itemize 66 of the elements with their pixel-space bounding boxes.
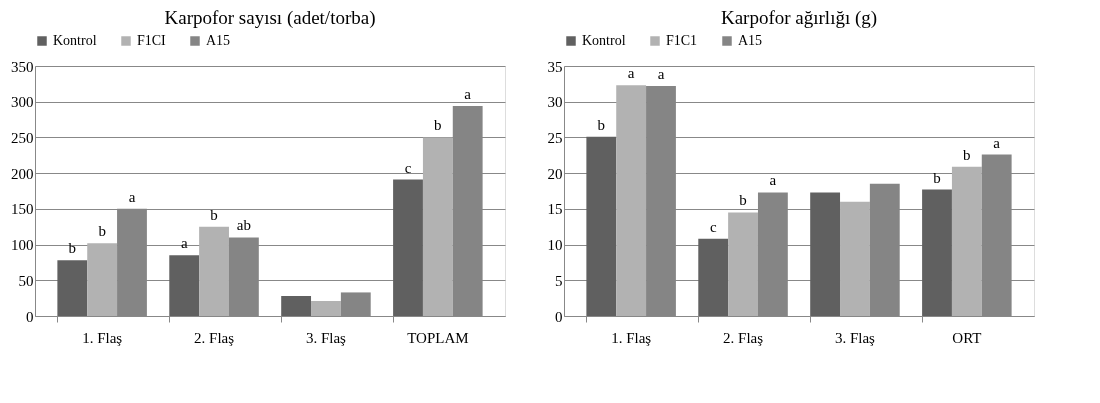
data-label: b [210,206,218,223]
legend-label: Kontrol [582,33,626,48]
y-tick-label: 250 [11,129,34,146]
data-label: c [709,218,717,235]
legend-label: A15 [738,33,763,48]
data-label: ab [236,217,251,234]
y-tick-label: 300 [11,94,34,111]
data-label: b [597,116,606,133]
x-tick-label: 1. Flaş [82,329,123,346]
x-tick-label: 2. Flaş [194,329,235,346]
y-tick-label: 0 [26,308,34,325]
data-label: a [657,66,665,82]
data-label: b [68,240,77,257]
bar [951,166,982,316]
bar [311,301,341,316]
y-tick-label: 50 [18,272,34,289]
bar [840,201,870,316]
y-tick-label: 10 [547,237,563,254]
data-label: b [739,192,747,209]
bar [57,260,88,316]
data-label: b [434,117,442,134]
bar [586,136,617,316]
bar [728,212,758,316]
bar [199,226,229,316]
y-tick-label: 150 [11,201,34,218]
data-label: a [180,235,188,252]
y-tick-label: 35 [547,58,563,75]
legend-label: A15 [206,33,231,48]
y-tick-label: 25 [547,129,563,146]
legend-label: Kontrol [53,33,97,48]
y-tick-label: 200 [11,165,34,182]
data-label: c [404,159,412,176]
y-tick-label: 100 [11,237,34,254]
legend-label: F1C1 [666,33,698,48]
y-tick-label: 350 [11,58,34,75]
data-label: b [933,169,941,186]
bar [87,243,118,316]
y-tick-label: 15 [547,201,563,218]
x-tick-label: 2. Flaş [723,329,764,346]
bar [422,137,453,316]
chart-title: Karpofor ağırlığı (g) [720,7,878,29]
x-tick-label: ORT [952,329,982,346]
data-label: b [98,223,106,240]
bar [281,296,312,316]
y-tick-label: 5 [555,272,563,289]
bar [393,179,423,316]
x-tick-label: 3. Flaş [834,329,876,346]
bar [810,192,841,316]
bar [922,189,952,316]
data-label: a [993,134,1001,151]
chart-title: Karpofor sayısı (adet/torba) [164,7,376,29]
bar [169,255,200,316]
y-tick-label: 20 [547,165,563,182]
data-label: b [963,146,971,163]
bar [698,238,729,316]
data-label: a [769,172,777,189]
x-tick-label: 3. Flaş [305,329,347,346]
data-label: a [627,65,635,82]
y-tick-label: 30 [547,94,563,111]
legend-label: F1CI [137,33,167,48]
x-tick-label: TOPLAM [407,329,469,346]
y-tick-label: 0 [555,308,563,325]
data-label: a [464,86,472,102]
bar [616,85,647,316]
x-tick-label: 1. Flaş [611,329,652,346]
data-label: a [128,188,136,205]
